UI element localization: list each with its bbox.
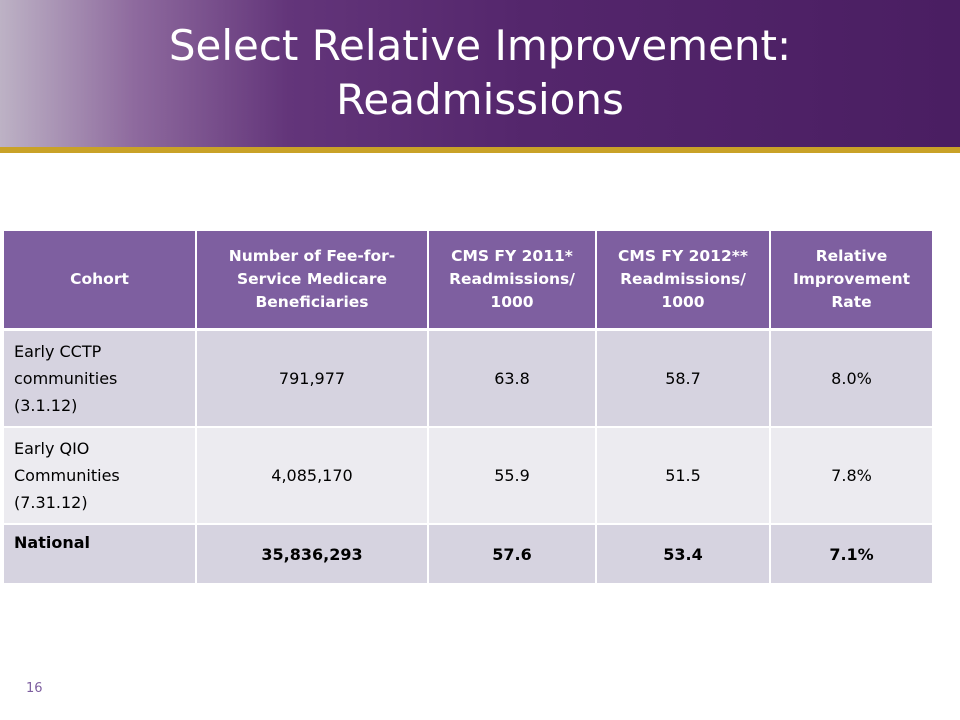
- improvement-cell: 7.1%: [770, 524, 932, 585]
- accent-divider: [0, 147, 960, 153]
- fy2012-cell: 53.4: [596, 524, 771, 585]
- column-header-improvement: Relative Improvement Rate: [770, 231, 932, 331]
- slide-number: 16: [26, 681, 43, 696]
- column-header-cohort: Cohort: [4, 231, 197, 331]
- table-row: Early QIO Communities (7.31.12) 4,085,17…: [4, 427, 932, 525]
- column-header-fy2011: CMS FY 2011* Readmissions/ 1000: [428, 231, 597, 331]
- table-header-row: Cohort Number of Fee-for-Service Medicar…: [4, 231, 932, 331]
- cohort-line: Communities: [14, 466, 120, 485]
- slide-title: Select Relative Improvement: Readmission…: [169, 19, 791, 127]
- fy2012-cell: 51.5: [596, 427, 771, 525]
- readmissions-table: Cohort Number of Fee-for-Service Medicar…: [4, 231, 932, 585]
- fy2011-cell: 57.6: [428, 524, 597, 585]
- cohort-cell: National: [4, 524, 197, 585]
- cohort-line: National: [14, 533, 90, 552]
- beneficiaries-cell: 791,977: [196, 329, 429, 428]
- cohort-line: (3.1.12): [14, 396, 78, 415]
- improvement-cell: 7.8%: [770, 427, 932, 525]
- fy2012-cell: 58.7: [596, 329, 771, 428]
- cohort-line: Early CCTP: [14, 342, 102, 361]
- beneficiaries-cell: 4,085,170: [196, 427, 429, 525]
- fy2011-cell: 63.8: [428, 329, 597, 428]
- column-header-fy2012: CMS FY 2012** Readmissions/ 1000: [596, 231, 771, 331]
- table-row: National 35,836,293 57.6 53.4 7.1%: [4, 524, 932, 585]
- slide-title-line-2: Readmissions: [336, 74, 624, 124]
- fy2011-cell: 55.9: [428, 427, 597, 525]
- improvement-cell: 8.0%: [770, 329, 932, 428]
- column-header-beneficiaries: Number of Fee-for-Service Medicare Benef…: [196, 231, 429, 331]
- cohort-cell: Early CCTP communities (3.1.12): [4, 329, 197, 428]
- slide-title-line-1: Select Relative Improvement:: [168, 20, 792, 70]
- beneficiaries-cell: 35,836,293: [196, 524, 429, 585]
- cohort-line: (7.31.12): [14, 493, 88, 512]
- table-row: Early CCTP communities (3.1.12) 791,977 …: [4, 329, 932, 428]
- title-banner: Select Relative Improvement: Readmission…: [0, 0, 960, 147]
- cohort-line: communities: [14, 369, 118, 388]
- cohort-cell: Early QIO Communities (7.31.12): [4, 427, 197, 525]
- cohort-line: Early QIO: [14, 439, 90, 458]
